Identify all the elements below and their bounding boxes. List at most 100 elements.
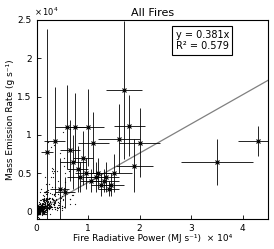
Point [52,194,57,198]
Point [68,197,72,201]
Point [39,207,43,211]
Point [39,207,44,211]
Point [42,200,47,204]
Point [38,207,42,211]
Point [36,208,40,212]
Point [35,210,39,214]
Point [52,192,56,196]
Point [35,210,39,214]
Point [36,206,41,210]
Point [36,207,40,211]
Point [60,204,64,208]
Point [60,206,64,210]
Point [42,202,46,206]
Point [54,197,58,201]
Point [37,207,41,211]
Point [56,200,60,204]
Point [37,204,41,208]
Point [45,207,50,211]
Point [43,190,47,194]
Point [42,205,46,209]
Point [42,204,47,208]
Point [40,202,44,206]
Point [42,206,46,210]
Point [60,203,64,207]
Point [41,207,45,211]
Point [35,204,40,208]
Point [35,207,39,211]
Point [47,206,51,210]
Point [38,207,42,211]
Point [53,199,57,203]
Point [47,200,52,204]
Point [39,203,44,207]
Point [36,212,40,216]
Point [49,192,54,196]
Point [44,190,48,194]
Point [35,213,39,217]
Point [38,210,42,214]
Point [36,210,40,214]
Point [38,206,42,210]
Point [42,212,46,216]
Point [35,208,40,212]
Point [52,198,56,202]
Point [42,204,47,208]
Point [58,195,62,199]
Point [38,211,42,215]
Point [41,207,45,211]
Point [35,209,39,213]
Point [35,213,39,217]
Point [37,207,41,211]
Point [44,201,49,205]
Point [46,206,51,210]
Point [45,208,50,212]
Point [62,188,67,192]
Point [37,208,42,212]
Point [52,193,56,197]
Point [35,207,40,211]
Point [35,212,39,216]
Point [44,208,48,212]
Point [48,212,52,216]
Point [40,209,44,213]
Point [50,185,55,189]
Point [37,207,41,211]
Point [43,212,47,216]
Point [35,211,39,215]
Point [61,164,66,168]
Point [52,192,56,196]
Point [39,206,44,210]
Point [35,210,40,214]
Point [37,204,42,208]
Point [35,208,39,212]
Point [47,196,51,200]
Point [63,171,68,175]
Point [35,207,39,211]
Point [35,207,39,211]
Point [36,209,41,213]
Point [35,209,39,213]
Point [38,209,42,213]
Point [48,196,52,200]
Point [36,210,41,214]
Point [52,169,56,173]
Point [42,205,47,209]
Point [36,209,40,213]
Point [40,202,44,206]
Point [37,209,41,213]
Point [53,205,57,209]
Point [56,203,61,207]
Point [37,208,41,212]
Point [36,207,40,211]
Point [41,209,45,213]
Point [43,206,47,210]
Point [56,192,61,196]
Point [44,208,48,212]
Point [35,205,39,209]
Point [55,205,59,209]
Point [45,140,50,144]
Point [61,156,66,160]
Point [54,208,59,212]
Point [42,211,46,215]
